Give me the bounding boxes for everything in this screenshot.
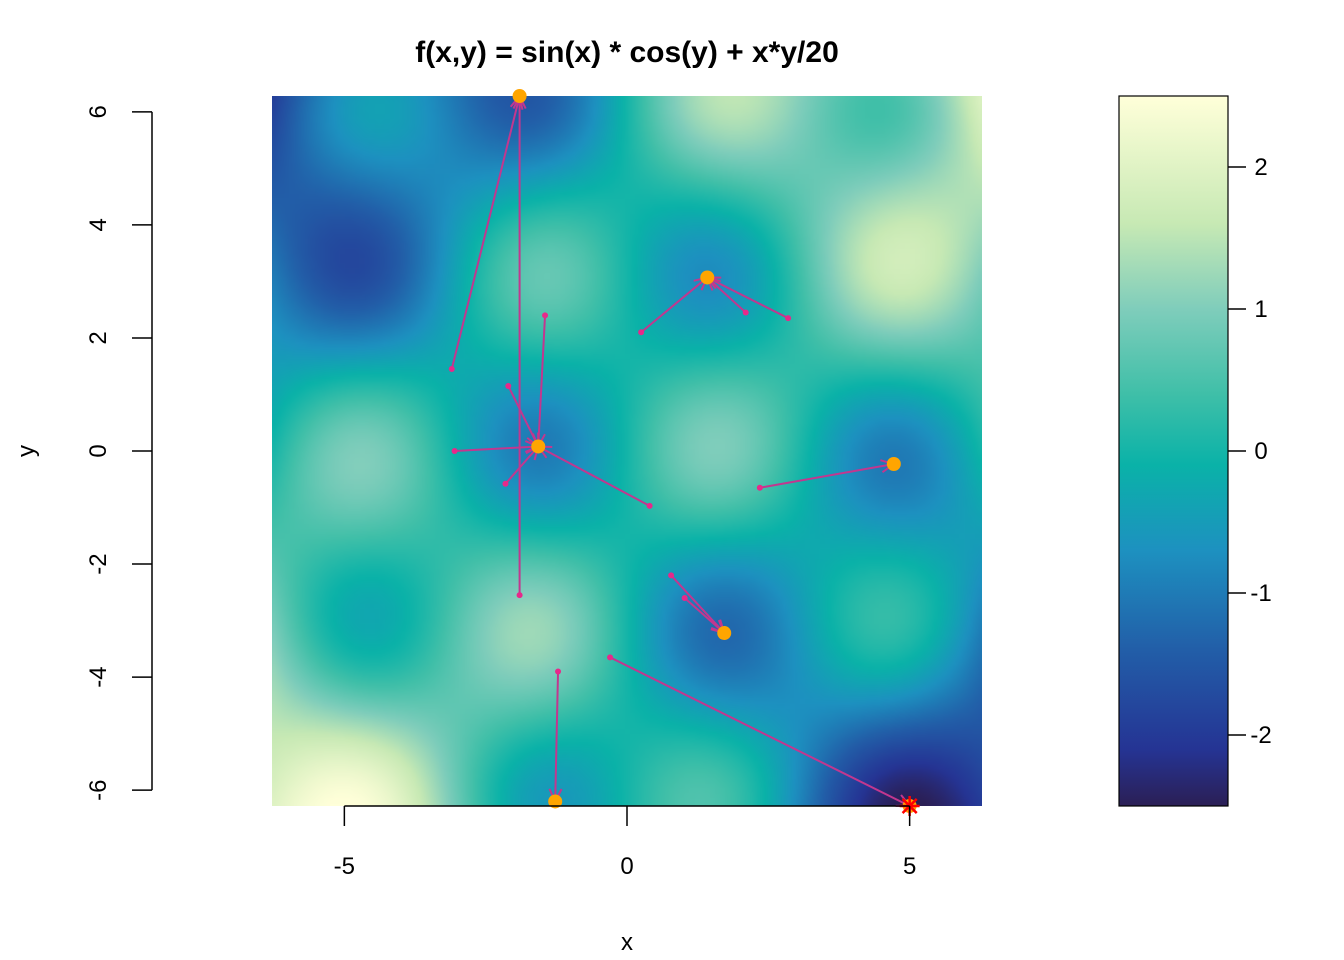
trajectory-line [537, 315, 547, 447]
trajectory-line [609, 656, 911, 807]
y-tick-label: 6 [85, 105, 112, 118]
start-point [542, 312, 549, 319]
start-point [555, 668, 562, 675]
start-point [668, 572, 675, 579]
trajectory-line [504, 445, 540, 485]
x-tick-label: 5 [903, 853, 916, 880]
end-point [548, 794, 563, 809]
colorbar-ticks: 2 1 0 -1 -2 [1228, 154, 1272, 749]
start-point [451, 448, 458, 454]
start-point [646, 502, 653, 509]
y-tick-label: 2 [85, 331, 112, 344]
y-axis-label: y [13, 445, 40, 457]
y-tick-label: -6 [85, 780, 112, 801]
trajectory-line [454, 445, 539, 452]
colorbar: 2 1 0 -1 -2 [1118, 95, 1272, 807]
heatmap-canvas [272, 96, 982, 806]
y-tick-label: -2 [85, 553, 112, 574]
trajectory-line [706, 276, 747, 314]
colorbar-tick-label: -1 [1250, 580, 1271, 607]
x-tick-label: 0 [620, 853, 633, 880]
start-point [505, 382, 512, 389]
trajectory-line [670, 574, 725, 634]
y-tick-label: 4 [85, 218, 112, 231]
start-point [742, 309, 749, 316]
start-point [681, 594, 688, 601]
trajectory-line [706, 276, 789, 320]
colorbar-tick-label: -2 [1250, 722, 1271, 749]
x-axis: -5 0 5 [334, 805, 916, 880]
trajectory-line [759, 463, 894, 489]
start-point [785, 315, 792, 322]
chart-title: f(x,y) = sin(x) * cos(y) + x*y/20 [415, 36, 839, 69]
start-point [516, 592, 523, 599]
start-point [756, 484, 763, 491]
end-point [700, 270, 715, 285]
end-point [717, 626, 732, 641]
colorbar-tick-label: 2 [1254, 154, 1267, 181]
trajectory-line [450, 95, 521, 370]
start-point [502, 480, 509, 487]
trajectory-line [507, 385, 540, 447]
start-point [607, 654, 614, 661]
colorbar-tick-label: 0 [1254, 438, 1267, 465]
end-point [512, 89, 527, 103]
colorbar-tick-label: 1 [1254, 296, 1267, 323]
heatmap-panel [272, 96, 982, 806]
start-points [448, 309, 792, 675]
y-tick-label: -4 [85, 666, 112, 687]
end-point [531, 439, 546, 454]
x-axis-label: x [621, 929, 633, 956]
end-point [886, 457, 901, 472]
colorbar-gradient [1118, 95, 1229, 807]
y-axis: -6 -4 -2 0 2 4 6 [85, 105, 153, 801]
trajectory-line [640, 276, 708, 334]
start-point [448, 366, 455, 373]
trajectory-line [554, 671, 560, 802]
end-points [512, 89, 917, 813]
trajectory-line [683, 597, 725, 634]
start-point [638, 329, 645, 336]
trajectory-arrows [450, 93, 912, 808]
trajectory-line [537, 445, 651, 507]
x-tick-label: -5 [334, 853, 355, 880]
y-tick-label: 0 [85, 444, 112, 457]
